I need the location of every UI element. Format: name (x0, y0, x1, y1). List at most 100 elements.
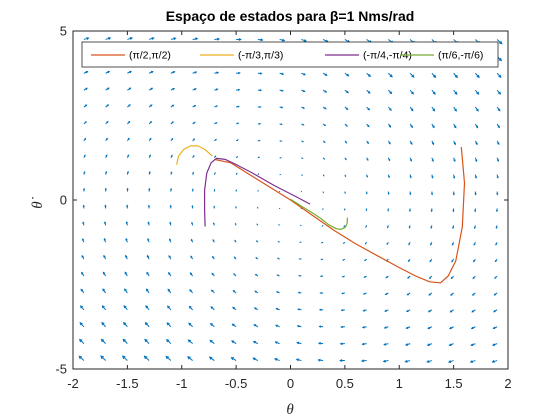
field-arrow (474, 174, 477, 179)
legend-label: (-π/3,π/3) (238, 50, 283, 62)
field-arrow (365, 208, 368, 212)
field-arrow (121, 355, 128, 361)
field-arrow (123, 321, 128, 328)
field-arrow (319, 275, 324, 278)
field-arrow (148, 37, 155, 40)
field-arrow (145, 305, 150, 311)
field-arrow (101, 321, 106, 328)
field-arrow (147, 204, 151, 209)
field-arrow (125, 221, 128, 226)
field-arrow (83, 154, 86, 158)
field-arrow (470, 343, 476, 347)
field-arrow (165, 355, 172, 361)
field-arrow (213, 171, 216, 175)
field-arrow (322, 106, 327, 110)
field-arrow (408, 225, 411, 229)
field-arrow (279, 38, 286, 42)
field-arrow (279, 157, 282, 159)
field-arrow (257, 89, 263, 92)
field-arrow (236, 38, 242, 41)
x-tick-label: -1 (176, 376, 188, 391)
field-arrow (428, 292, 433, 296)
field-arrow (474, 140, 478, 146)
field-arrow (126, 170, 129, 175)
field-arrow (493, 292, 498, 296)
field-arrow (148, 137, 152, 142)
legend-label: (π/2,π/2) (129, 50, 171, 62)
field-arrow (317, 342, 324, 345)
field-arrow (191, 188, 194, 192)
field-arrow (103, 254, 107, 260)
field-arrow (104, 187, 107, 192)
x-tick-label: 1.5 (445, 376, 463, 391)
field-arrow (301, 157, 304, 159)
field-arrow (366, 174, 369, 178)
field-arrow (126, 154, 130, 158)
field-arrow (235, 189, 238, 192)
field-arrow (341, 275, 346, 278)
field-arrow (362, 309, 367, 312)
field-arrow (255, 240, 259, 243)
legend-label: (π/6,-π/6) (438, 50, 483, 62)
field-arrow (471, 309, 476, 313)
field-arrow (127, 87, 132, 91)
field-arrow (235, 122, 240, 125)
field-arrow (451, 242, 455, 246)
field-arrow (212, 255, 215, 260)
field-arrow (363, 275, 367, 278)
field-arrow (450, 292, 454, 296)
field-arrow (278, 224, 280, 226)
field-arrow (192, 154, 195, 159)
field-arrow (79, 322, 85, 328)
legend-item-3: (-π/4,-π/4) (325, 50, 412, 62)
field-arrow (387, 174, 390, 179)
field-arrow (319, 291, 324, 295)
field-arrow (496, 72, 502, 78)
field-arrow (430, 208, 433, 213)
field-arrow (126, 204, 129, 209)
field-arrow (473, 225, 476, 230)
field-arrow (301, 72, 307, 76)
field-arrow (233, 273, 237, 277)
field-arrow (339, 342, 345, 346)
field-arrow (105, 170, 108, 175)
series-line-4 (290, 198, 349, 230)
field-arrow (273, 357, 280, 362)
field-arrow (105, 120, 109, 125)
field-arrow (126, 137, 130, 142)
field-arrow (409, 89, 414, 95)
field-arrow (170, 171, 173, 175)
field-arrow (105, 137, 108, 142)
field-arrow (322, 89, 328, 93)
field-arrow (83, 37, 90, 40)
field-arrow (252, 357, 259, 361)
y-tick-label: -5 (55, 362, 67, 377)
field-arrow (364, 241, 368, 245)
field-arrow (146, 271, 150, 277)
field-arrow (192, 171, 195, 175)
field-arrow (452, 225, 455, 230)
field-arrow (343, 225, 346, 228)
x-tick-label: 2 (504, 376, 511, 391)
legend: (π/2,π/2) (-π/3,π/3) (-π/4,-π/4) (π/6,-π/6) (81, 41, 499, 68)
field-arrow (431, 106, 436, 112)
field-arrow (254, 273, 259, 277)
field-arrow (127, 37, 134, 40)
field-arrow (82, 204, 85, 209)
field-arrow (236, 88, 241, 91)
field-arrow (448, 343, 454, 347)
field-arrow (143, 355, 150, 361)
field-arrow (126, 187, 129, 192)
field-arrow (339, 359, 345, 362)
field-arrow (431, 72, 437, 79)
field-arrow (472, 275, 476, 280)
field-arrow (406, 292, 411, 296)
field-arrow (276, 274, 280, 277)
field-arrow (234, 239, 237, 243)
field-arrow (100, 355, 106, 361)
field-arrow (322, 72, 328, 76)
field-arrow (407, 258, 411, 263)
field-arrow (387, 157, 391, 162)
field-arrow (496, 157, 500, 162)
field-arrow (318, 325, 324, 328)
